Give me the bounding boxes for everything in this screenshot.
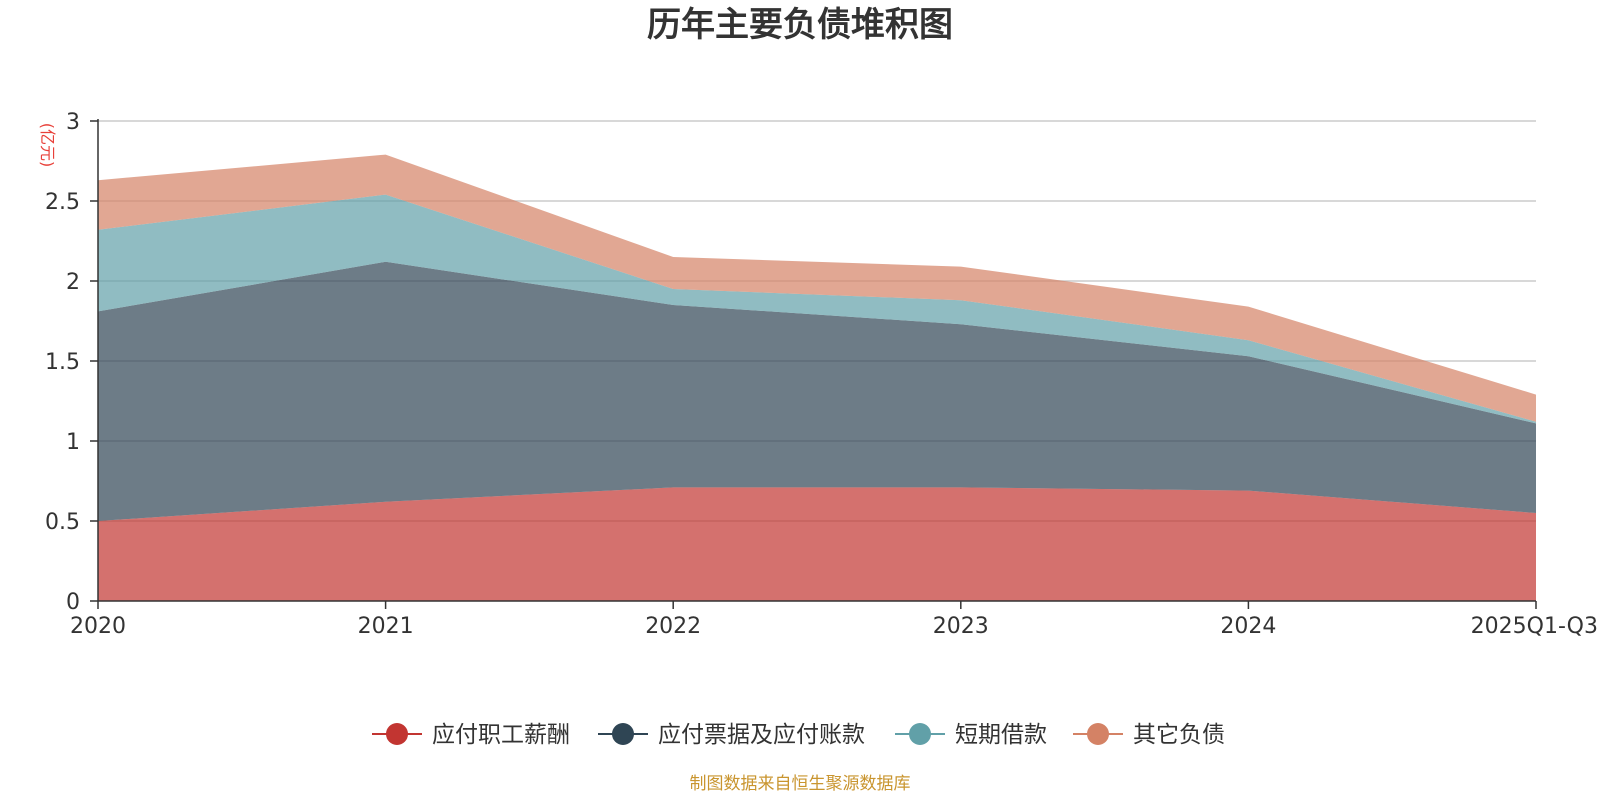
legend-marker-icon [1087, 723, 1109, 745]
legend: 应付职工薪酬 应付票据及应付账款 短期借款 其它负债 [372, 722, 1225, 748]
area-series-3 [98, 194, 1536, 424]
y-axis-ticks: 0 0.5 1 1.5 2 2.5 3 [45, 110, 98, 615]
area-series [98, 154, 1536, 601]
legend-item-1[interactable]: 应付职工薪酬 [372, 722, 570, 748]
legend-marker-icon [612, 723, 634, 745]
legend-label: 其它负债 [1133, 722, 1225, 748]
legend-item-2[interactable]: 应付票据及应付账款 [598, 722, 865, 748]
y-tick-label: 1 [66, 430, 80, 455]
area-series-2 [98, 261, 1536, 521]
area-series-4 [98, 154, 1536, 422]
x-tick-label: 2025Q1-Q3 [1471, 614, 1598, 639]
y-tick-label: 1.5 [45, 350, 80, 375]
y-tick-label: 2 [66, 270, 80, 295]
x-tick-label: 2022 [645, 614, 701, 639]
legend-label: 应付票据及应付账款 [658, 722, 865, 748]
y-tick-label: 0.5 [45, 510, 80, 535]
legend-label: 短期借款 [955, 722, 1047, 748]
area-series-1 [98, 487, 1536, 601]
source-note: 制图数据来自恒生聚源数据库 [690, 774, 911, 794]
legend-label: 应付职工薪酬 [432, 722, 570, 748]
y-tick-label: 0 [66, 590, 80, 615]
legend-marker-icon [909, 723, 931, 745]
x-tick-label: 2020 [70, 614, 126, 639]
chart-title: 历年主要负债堆积图 [647, 5, 953, 45]
y-tick-label: 3 [66, 110, 80, 135]
x-axis-ticks: 2020 2021 2022 2023 2024 2025Q1-Q3 [70, 601, 1598, 639]
legend-item-3[interactable]: 短期借款 [895, 722, 1047, 748]
legend-marker-icon [386, 723, 408, 745]
x-tick-label: 2021 [358, 614, 414, 639]
y-axis-unit: (亿元) [38, 123, 57, 168]
x-tick-label: 2024 [1220, 614, 1276, 639]
legend-item-4[interactable]: 其它负债 [1073, 722, 1225, 748]
x-tick-label: 2023 [933, 614, 989, 639]
y-tick-label: 2.5 [45, 190, 80, 215]
